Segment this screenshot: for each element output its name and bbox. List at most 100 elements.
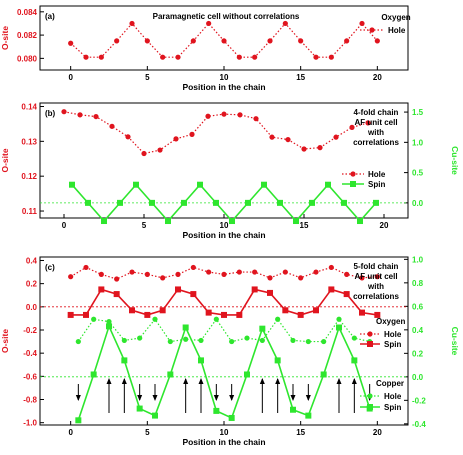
hole-data-point [328,54,334,60]
x-tick-label: 0 [68,428,73,437]
y-left-tick-label: 0.13 [21,137,37,146]
x-tick-label: 15 [296,73,305,82]
copper-spin-data-point [259,325,266,332]
copper-hole-data-point [244,335,250,341]
oxygen-hole-data-point [282,269,288,275]
oxygen-hole-data-point [190,264,196,271]
oxygen-hole-data-point [236,269,242,275]
y-right-tick-label: -0.2 [412,396,426,405]
hole-data-point [157,147,163,153]
hole-data-point [129,20,135,27]
oxygen-spin-data-point [159,307,166,314]
copper-hole-data-point [121,337,127,344]
x-tick-label: 0 [62,221,67,230]
oxygen-spin-data-point [98,286,105,293]
legend-label: Hole [384,330,402,339]
hole-data-point [125,134,131,140]
y-left-tick-label: 0.11 [22,207,38,216]
x-tick-label: 5 [145,73,150,82]
spin-up-arrow [259,378,265,384]
hole-data-point [282,20,288,27]
oxygen-hole-data-point [344,271,350,277]
oxygen-hole-data-point [374,274,380,280]
copper-hole-data-point [106,319,112,325]
panel-title: Paramagnetic cell without correlations [153,12,300,21]
legend-group-title: Oxygen [376,317,405,326]
spin-down-arrow [137,395,143,401]
x-tick-label: 0 [68,73,73,82]
hole-data-point [236,54,242,60]
hole-data-point [333,134,339,140]
oxygen-spin-data-point [83,311,89,318]
spin-down-arrow [290,395,296,401]
hole-data-point [93,113,99,120]
panel-label: (c) [45,263,55,272]
spin-data-point [85,199,91,206]
copper-spin-data-point [290,406,296,413]
y-left-tick-label: -1.0 [23,419,37,428]
copper-spin-data-point [198,357,204,364]
oxygen-hole-data-point [298,275,304,281]
y-left-tick-label: 0.4 [26,256,38,265]
legend-marker [367,404,373,410]
annotation-line: with [367,128,384,137]
annotation-line: AF unit cell [354,118,397,127]
y-left-tick-label: 0.12 [21,172,37,181]
panel-b: 0 5 10 15 20 Position in the chain 0.11 0.12 0.1… [0,102,460,240]
oxygen-hole-data-point [313,269,319,275]
spin-data-point [149,199,155,206]
spin-data-point [357,218,363,225]
y-right-tick-label: 1.0 [412,255,424,264]
hole-data-point [221,111,227,117]
legend-marker [369,27,375,33]
spin-up-arrow [351,378,357,384]
hole-data-point [374,38,380,44]
spin-up-arrow [198,378,204,384]
copper-spin-data-point [336,324,342,331]
x-tick-label: 5 [145,428,150,437]
legend-marker [367,393,373,399]
oxygen-spin-data-point [282,307,289,314]
panel-label: (b) [45,109,56,118]
oxygen-hole-data-point [221,271,227,277]
copper-hole-data-point [229,338,235,345]
copper-spin-data-point [121,357,128,364]
oxygen-hole-data-point [206,269,212,275]
oxygen-spin-data-point [297,311,304,318]
hole-data-point [298,38,304,44]
legend-label: Hole [388,26,406,35]
x-tick-label: 10 [220,73,229,82]
spin-data-point [277,199,283,206]
plot-frame [39,256,409,426]
hole-data-point [173,136,179,142]
hole-data-point [365,120,371,126]
spin-data-point [133,181,139,188]
y-left-tick-label: -0.2 [23,326,37,335]
oxygen-hole-data-point [160,275,166,281]
copper-hole-data-point [259,337,265,344]
hole-data-point [175,54,181,60]
x-tick-label: 20 [373,73,382,82]
spin-up-arrow [183,378,189,384]
hole-data-point [344,38,350,44]
x-tick-label: 15 [300,221,309,230]
y-right-tick-label: 1.5 [412,108,424,117]
hole-data-point [267,38,273,44]
copper-spin-data-point [75,417,82,424]
copper-spin-data-point [213,407,220,414]
copper-spin-data-point [228,414,235,421]
annotation-line: 4-fold chain [354,108,399,117]
x-axis-label: Position in the chain [182,437,265,447]
oxygen-hole-data-point [68,274,74,280]
oxygen-hole-data-point [144,271,150,277]
oxygen-spin-data-point [359,309,365,316]
spin-data-point [181,199,187,206]
hole-data-point [98,54,104,60]
hole-data-point [237,112,243,118]
spin-data-point [117,199,123,206]
y-left-axis-label: O-site [0,329,10,353]
oxygen-hole-data-point [359,275,365,281]
spin-data-point [197,181,203,188]
spin-data-point [293,218,299,225]
legend-label: Hole [384,392,402,401]
